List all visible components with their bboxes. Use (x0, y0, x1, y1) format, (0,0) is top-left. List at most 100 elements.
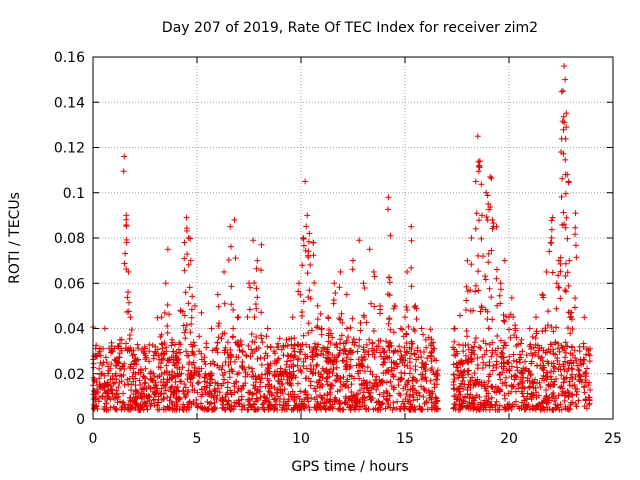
data-point (370, 327, 377, 334)
data-point (260, 393, 267, 400)
data-point (539, 291, 546, 298)
data-point (433, 395, 440, 402)
data-point (420, 393, 427, 400)
data-point (308, 395, 315, 402)
data-point (457, 312, 464, 319)
data-point (481, 381, 488, 388)
data-point (158, 385, 165, 392)
data-point (290, 345, 297, 352)
data-point (342, 382, 349, 389)
data-point (336, 397, 343, 404)
data-point (568, 316, 575, 323)
data-point (404, 386, 411, 393)
data-point (254, 355, 261, 362)
data-point (221, 330, 228, 337)
data-point (497, 376, 504, 383)
data-point (533, 389, 540, 396)
data-point (289, 314, 296, 321)
data-point (215, 303, 222, 310)
data-point (120, 371, 127, 378)
data-point (332, 290, 339, 297)
data-point (489, 347, 496, 354)
data-point (411, 351, 418, 358)
data-point (248, 331, 255, 338)
data-point (387, 378, 394, 385)
data-point (163, 344, 170, 351)
data-point (141, 384, 148, 391)
data-point (456, 383, 463, 390)
data-point (478, 303, 485, 310)
data-point (575, 366, 582, 373)
data-point (366, 336, 373, 343)
data-point (408, 403, 415, 410)
data-point (373, 380, 380, 387)
data-point (513, 334, 520, 341)
data-point (467, 405, 474, 412)
data-point (264, 394, 271, 401)
data-point (323, 346, 330, 353)
data-point (116, 379, 123, 386)
data-point (533, 314, 540, 321)
data-point (560, 375, 567, 382)
data-point (500, 311, 507, 318)
data-point (227, 223, 234, 230)
data-point (586, 358, 593, 365)
data-point (493, 398, 500, 405)
data-point (422, 361, 429, 368)
data-point (551, 398, 558, 405)
data-point (134, 341, 141, 348)
data-point (333, 341, 340, 348)
x-tick-label: 20 (500, 431, 518, 447)
data-point (573, 254, 580, 261)
data-point (224, 339, 231, 346)
data-point (367, 368, 374, 375)
data-point (535, 353, 542, 360)
data-point (247, 284, 254, 291)
data-point (583, 365, 590, 372)
data-point (468, 261, 475, 268)
data-point (502, 374, 509, 381)
data-point (459, 372, 466, 379)
data-point (290, 353, 297, 360)
data-point (172, 379, 179, 386)
data-point (168, 342, 175, 349)
data-point (181, 380, 188, 387)
data-point (556, 284, 563, 291)
data-point (485, 325, 492, 332)
data-point (171, 361, 178, 368)
data-point (107, 404, 114, 411)
data-point (516, 359, 523, 366)
data-point (90, 360, 97, 367)
data-point (503, 382, 510, 389)
data-points (90, 63, 594, 413)
data-point (307, 378, 314, 385)
data-point (317, 371, 324, 378)
data-point (394, 363, 401, 370)
data-point (481, 401, 488, 408)
data-point (456, 359, 463, 366)
data-point (164, 329, 171, 336)
data-point (183, 322, 190, 329)
data-point (102, 354, 109, 361)
data-point (562, 354, 569, 361)
data-point (340, 345, 347, 352)
data-point (567, 330, 574, 337)
data-point (308, 327, 315, 334)
data-point (356, 343, 363, 350)
data-point (379, 377, 386, 384)
data-point (493, 275, 500, 282)
data-point (277, 386, 284, 393)
data-point (347, 356, 354, 363)
data-point (359, 394, 366, 401)
data-point (582, 379, 589, 386)
data-point (185, 261, 192, 268)
data-point (555, 366, 562, 373)
data-point (197, 404, 204, 411)
data-point (357, 320, 364, 327)
data-point (560, 113, 567, 120)
data-point (157, 391, 164, 398)
data-point (216, 320, 223, 327)
data-point (285, 353, 292, 360)
data-point (300, 235, 307, 241)
data-point (183, 225, 190, 232)
